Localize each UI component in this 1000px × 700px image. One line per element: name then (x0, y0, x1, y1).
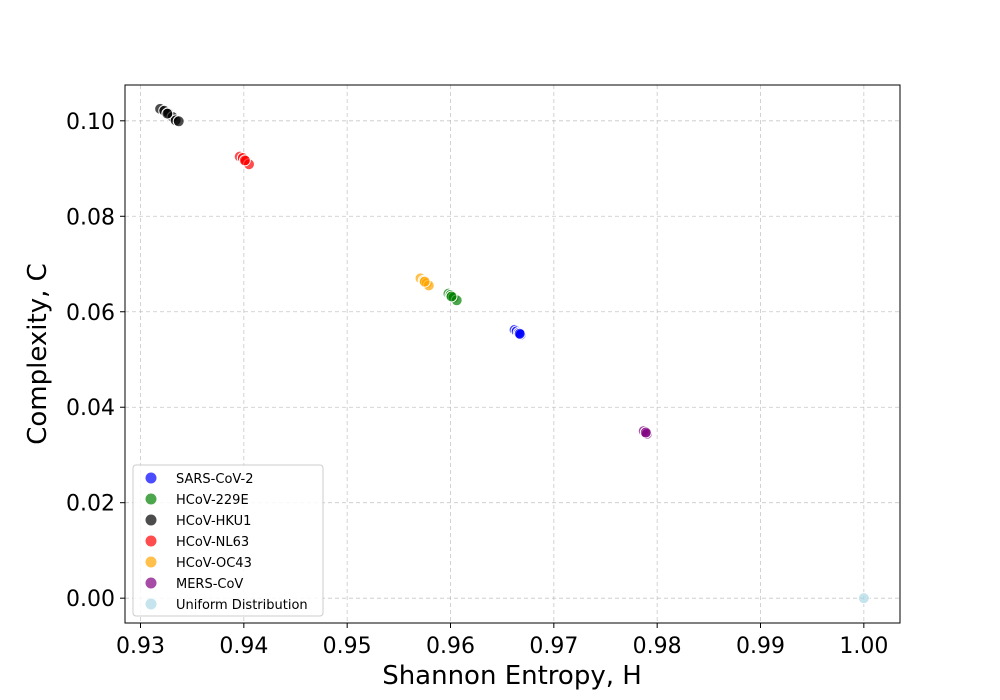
y-axis-label: Complexity, C (23, 263, 53, 445)
legend-entry-label: Uniform Distribution (176, 598, 308, 613)
data-point (639, 426, 652, 439)
legend-marker (145, 472, 157, 484)
series-sars-cov-2 (508, 323, 527, 341)
x-tick-label: 0.93 (116, 634, 165, 659)
series-uniform-distribution (857, 592, 870, 605)
x-tick-label: 0.99 (736, 634, 785, 659)
legend-box (132, 464, 324, 617)
x-tick-label: 0.96 (426, 634, 475, 659)
legend: SARS-CoV-2 HCoV-229E HCoV-HKU1 HCoV-NL63 HCo… (132, 464, 324, 617)
series-hcov-229e (442, 287, 463, 307)
legend-entry-label: HCoV-NL63 (176, 535, 249, 550)
y-tick-label: 0.10 (66, 110, 115, 135)
data-point (513, 327, 526, 340)
x-tick-label: 0.97 (529, 634, 578, 659)
x-axis-label: Shannon Entropy, H (382, 661, 642, 691)
y-tick-label: 0.06 (66, 301, 115, 326)
data-point (238, 154, 251, 167)
series-hcov-oc43 (414, 272, 435, 292)
y-tick-label: 0.00 (66, 587, 115, 612)
legend-marker (145, 577, 157, 589)
y-axis-ticks: 0.00 0.02 0.04 0.06 0.08 0.10 (66, 110, 125, 612)
legend-marker (145, 514, 157, 526)
legend-entry-label: HCoV-OC43 (176, 556, 252, 571)
series-hcov-nl63 (233, 150, 255, 171)
y-tick-label: 0.08 (66, 205, 115, 230)
legend-entry-label: HCoV-HKU1 (176, 514, 251, 529)
series-hcov-hku1 (154, 102, 185, 128)
x-tick-label: 0.94 (219, 634, 268, 659)
data-point (172, 115, 185, 128)
y-tick-label: 0.02 (66, 492, 115, 517)
legend-entry-label: SARS-CoV-2 (176, 472, 254, 487)
plot-area (124, 84, 901, 624)
data-point (161, 107, 174, 120)
legend-entry-label: HCoV-229E (176, 493, 249, 508)
data-points (154, 102, 870, 605)
legend-marker (145, 556, 157, 568)
x-tick-label: 1.00 (839, 634, 888, 659)
legend-entry-label: MERS-CoV (176, 577, 243, 592)
x-tick-label: 0.95 (323, 634, 372, 659)
data-point (418, 275, 431, 288)
data-point (857, 592, 870, 605)
y-tick-label: 0.04 (66, 396, 115, 421)
legend-marker (145, 493, 157, 505)
series-mers-cov (637, 425, 653, 440)
data-point (445, 290, 458, 303)
legend-marker (145, 598, 157, 610)
x-axis-ticks: 0.93 0.94 0.95 0.96 0.97 0.98 0.99 1.00 (116, 623, 888, 659)
x-tick-label: 0.98 (633, 634, 682, 659)
legend-marker (145, 535, 157, 547)
